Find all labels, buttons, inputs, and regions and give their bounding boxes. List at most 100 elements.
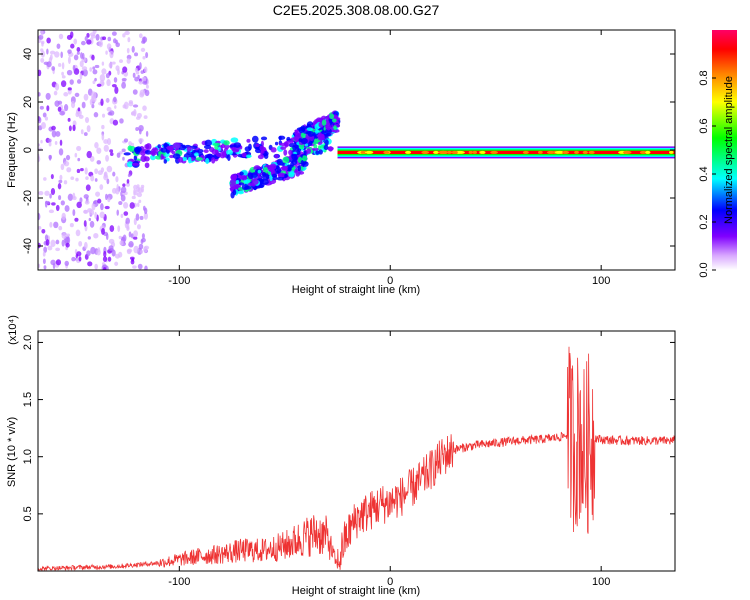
heatmap-cell	[38, 92, 41, 97]
heatmap-cell	[263, 166, 269, 174]
heatmap-cell	[145, 84, 149, 89]
heatmap-cell	[48, 209, 55, 214]
heatmap-cell	[276, 176, 285, 181]
heatmap-cell	[582, 150, 588, 154]
heatmap-cell	[538, 150, 543, 154]
heatmap-cell	[58, 63, 62, 67]
heatmap-cell	[136, 186, 141, 192]
x-tick-label: 100	[592, 275, 610, 287]
y-tick-label: 1.0	[22, 449, 34, 464]
heatmap-cell	[304, 143, 309, 147]
heatmap-cell	[50, 239, 56, 248]
heatmap-cell	[216, 153, 222, 157]
heatmap-cell	[53, 90, 58, 96]
heatmap-cell	[312, 147, 319, 151]
heatmap-cell	[157, 144, 161, 149]
heatmap-cell	[329, 113, 335, 120]
heatmap-cell	[211, 157, 216, 164]
heatmap-cell	[69, 223, 74, 228]
heatmap-cell	[109, 225, 115, 232]
heatmap-cell	[490, 150, 498, 154]
heatmap-cell	[75, 229, 81, 237]
heatmap-cell	[122, 104, 127, 109]
heatmap-cell	[144, 89, 150, 97]
heatmap-cell	[45, 200, 51, 205]
heatmap-cell	[108, 245, 114, 252]
heatmap-cell	[84, 167, 88, 175]
heatmap-cell	[73, 68, 80, 75]
heatmap-cell	[39, 105, 44, 110]
heatmap-cell	[51, 125, 56, 131]
heatmap-cell	[136, 192, 143, 198]
heatmap-cell	[68, 125, 72, 132]
heatmap-cell	[49, 193, 52, 199]
heatmap-cell	[294, 136, 299, 143]
heatmap-cell	[83, 220, 87, 227]
heatmap-cell	[89, 67, 93, 72]
heatmap-cell	[281, 165, 289, 171]
heatmap-cell	[120, 213, 124, 219]
heatmap-cell	[260, 150, 265, 154]
heatmap-cell	[315, 150, 320, 155]
heatmap-cell	[232, 189, 237, 196]
heatmap-cell	[94, 178, 98, 182]
heatmap-cell	[59, 139, 63, 146]
heatmap-cell	[135, 127, 139, 132]
heatmap-cell	[92, 69, 98, 75]
heatmap-cell	[59, 174, 63, 181]
heatmap-cell	[278, 142, 287, 147]
heatmap-cell	[103, 139, 109, 145]
heatmap-cell	[142, 105, 147, 111]
heatmap-cell	[451, 150, 458, 154]
heatmap-cell	[55, 259, 62, 266]
heatmap-cell	[58, 148, 64, 156]
heatmap-cell	[66, 167, 72, 173]
heatmap-cell	[101, 61, 105, 66]
heatmap-cell	[112, 119, 119, 126]
snr-series-line	[38, 346, 675, 571]
bottom-x-axis-label: Height of straight line (km)	[292, 585, 420, 597]
heatmap-cell	[139, 151, 146, 156]
heatmap-cell	[134, 76, 139, 82]
heatmap-cell	[546, 150, 555, 154]
heatmap-cell	[123, 211, 129, 216]
heatmap-cell	[106, 165, 113, 173]
heatmap-cell	[40, 139, 43, 144]
heatmap-cell	[90, 175, 95, 182]
heatmap-cell	[143, 246, 148, 253]
heatmap-cell	[67, 87, 72, 91]
heatmap-cell	[101, 133, 105, 141]
heatmap-cell	[42, 258, 46, 265]
heatmap-cell	[135, 70, 140, 75]
heatmap-cell	[50, 173, 54, 180]
heatmap-cell	[89, 155, 95, 162]
heatmap-cell	[55, 204, 60, 212]
heatmap-cell	[113, 77, 118, 83]
heatmap-cell	[98, 40, 103, 48]
heatmap-cell	[125, 182, 130, 187]
heatmap-cell	[274, 141, 279, 146]
heatmap-cell	[284, 142, 290, 147]
heatmap-cell	[83, 241, 88, 250]
heatmap-cell	[76, 145, 82, 152]
heatmap-cell	[230, 137, 239, 143]
heatmap-cell	[87, 236, 91, 240]
heatmap-cell	[47, 138, 52, 143]
heatmap-cell	[66, 69, 73, 76]
heatmap-cell	[103, 250, 107, 258]
heatmap-cell	[105, 265, 109, 270]
heatmap-cell	[111, 249, 116, 257]
heatmap-cell	[61, 232, 67, 239]
heatmap-cell	[102, 256, 108, 262]
heatmap-cell	[51, 202, 56, 206]
heatmap-cell	[313, 144, 318, 149]
heatmap-cell	[120, 194, 126, 202]
colorbar-tick-label: 0.0	[698, 262, 710, 277]
heatmap-cell	[82, 69, 88, 77]
heatmap-cell	[251, 135, 259, 143]
heatmap-cell	[64, 104, 69, 112]
heatmap-cell	[142, 80, 148, 85]
heatmap-cell	[241, 183, 250, 191]
heatmap-cell	[85, 176, 89, 181]
